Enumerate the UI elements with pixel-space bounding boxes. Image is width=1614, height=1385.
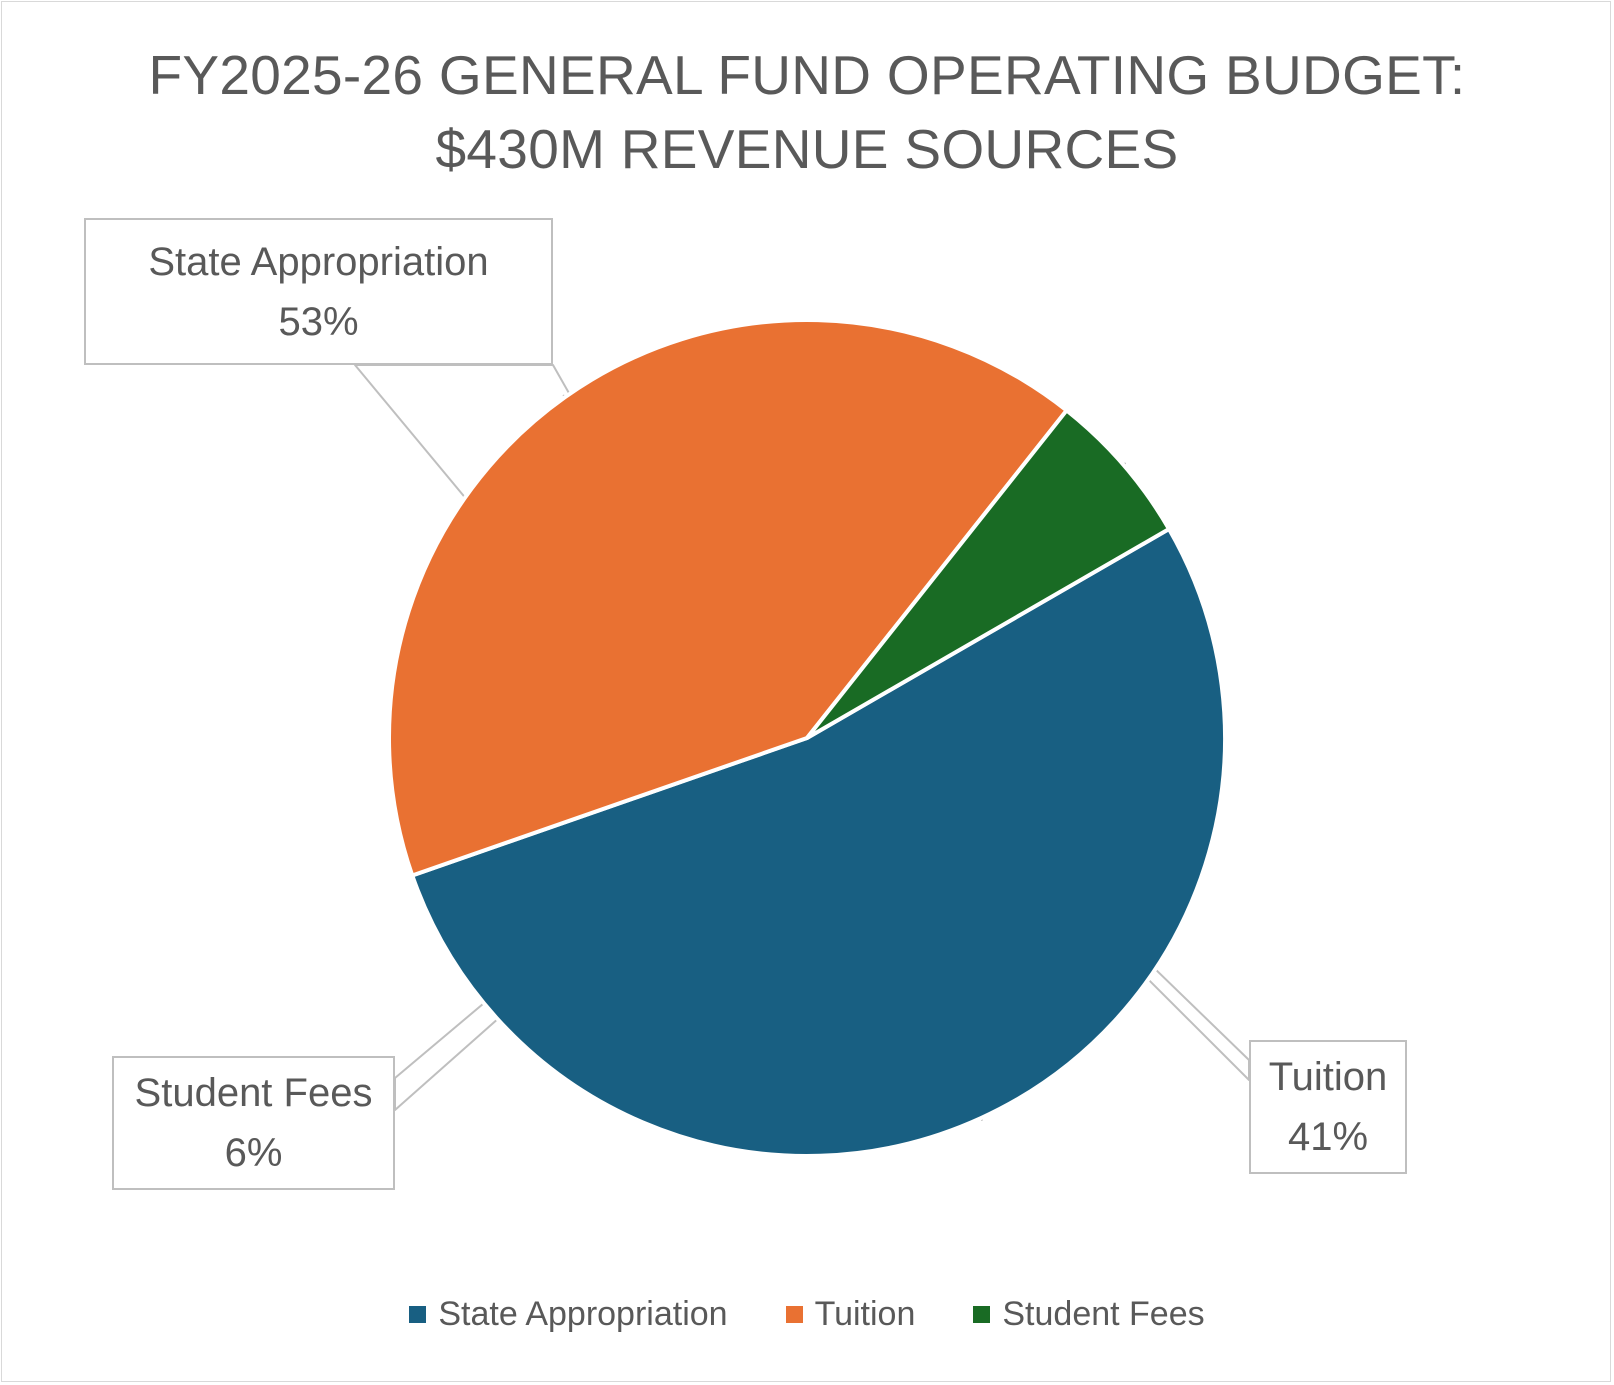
pie-slices (387, 318, 1227, 1158)
callout-value: 53% (278, 299, 359, 344)
callout-student-fees: Student Fees 6% (112, 1056, 395, 1190)
chart-title: FY2025-26 GENERAL FUND OPERATING BUDGET:… (0, 38, 1614, 186)
slice-tuition (387, 318, 1069, 878)
legend-swatch (973, 1305, 991, 1323)
slice-student-fees (805, 408, 1171, 740)
legend-label: Tuition (814, 1295, 916, 1333)
chart-title-line-1: FY2025-26 GENERAL FUND OPERATING BUDGET: (148, 44, 1466, 106)
legend-item-state-appropriation: State Appropriation (409, 1292, 728, 1336)
chart-title-line-2: $430M REVENUE SOURCES (435, 118, 1179, 180)
legend-label: Student Fees (1002, 1295, 1205, 1333)
callout-value: 6% (224, 1131, 283, 1175)
chart-legend: State Appropriation Tuition Student Fees (0, 1292, 1614, 1336)
callout-value: 41% (1287, 1115, 1369, 1159)
callout-label: Student Fees (134, 1071, 373, 1115)
callout-label: Tuition (1268, 1055, 1388, 1099)
legend-label: State Appropriation (438, 1295, 728, 1333)
legend-item-tuition: Tuition (785, 1292, 916, 1336)
legend-swatch (785, 1305, 803, 1323)
legend-swatch (409, 1305, 427, 1323)
legend-item-student-fees: Student Fees (973, 1292, 1205, 1336)
callout-state-appropriation: State Appropriation 53% (84, 218, 553, 365)
callout-label: State Appropriation (148, 239, 489, 284)
callout-tuition: Tuition 41% (1249, 1040, 1407, 1174)
slice-state-appropriation (410, 527, 1227, 1158)
